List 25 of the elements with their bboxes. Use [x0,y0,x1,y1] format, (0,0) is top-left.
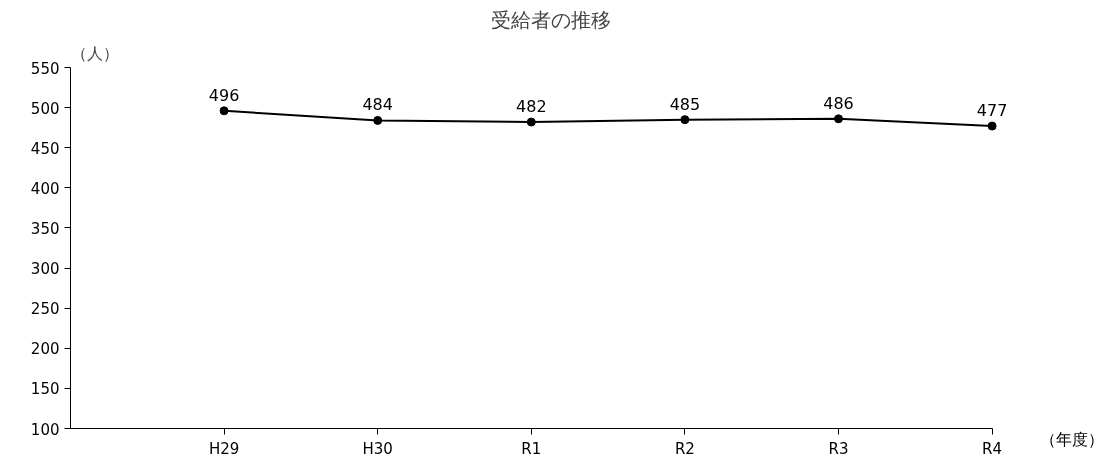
data-label: 484 [362,95,393,115]
x-tick-label: R1 [521,439,542,458]
x-axis-title: （年度） [1040,429,1104,451]
y-tick-label: 450 [30,139,60,158]
data-label: 496 [208,85,240,105]
y-tick-label: 300 [30,260,60,279]
y-tick-label: 350 [30,219,60,238]
data-label: 485 [669,94,701,114]
chart-title: 受給者の推移 [490,7,611,32]
y-tick-label: 100 [30,420,60,439]
y-tick-label: 150 [30,380,60,399]
x-tick-label: R2 [674,439,695,458]
x-tick-label: H29 [208,439,240,458]
y-axis-title: （人） [70,43,119,63]
y-tick-label: 200 [30,340,60,359]
y-tick-label: 400 [30,179,60,198]
x-tick-label: H30 [362,439,393,458]
y-tick-label: 550 [30,59,60,78]
data-label: 477 [976,101,1008,121]
x-tick-label: R3 [828,439,849,458]
data-label: 486 [823,93,854,113]
y-tick-label: 500 [30,99,60,118]
data-label: 482 [516,97,547,117]
x-tick-label: R4 [982,439,1003,458]
y-tick-label: 250 [30,300,60,319]
